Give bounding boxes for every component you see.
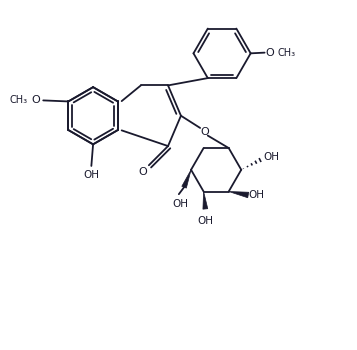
Polygon shape — [229, 191, 249, 198]
Text: OH: OH — [197, 216, 213, 226]
Text: O: O — [138, 167, 147, 176]
Text: O: O — [31, 96, 40, 105]
Text: OH: OH — [172, 199, 188, 209]
Text: O: O — [266, 48, 274, 58]
Text: OH: OH — [248, 190, 264, 200]
Text: OH: OH — [83, 170, 99, 180]
Text: OH: OH — [263, 152, 279, 161]
Text: CH₃: CH₃ — [277, 48, 295, 58]
Polygon shape — [182, 170, 191, 188]
Polygon shape — [203, 191, 208, 209]
Text: CH₃: CH₃ — [9, 96, 27, 105]
Text: O: O — [200, 127, 209, 138]
